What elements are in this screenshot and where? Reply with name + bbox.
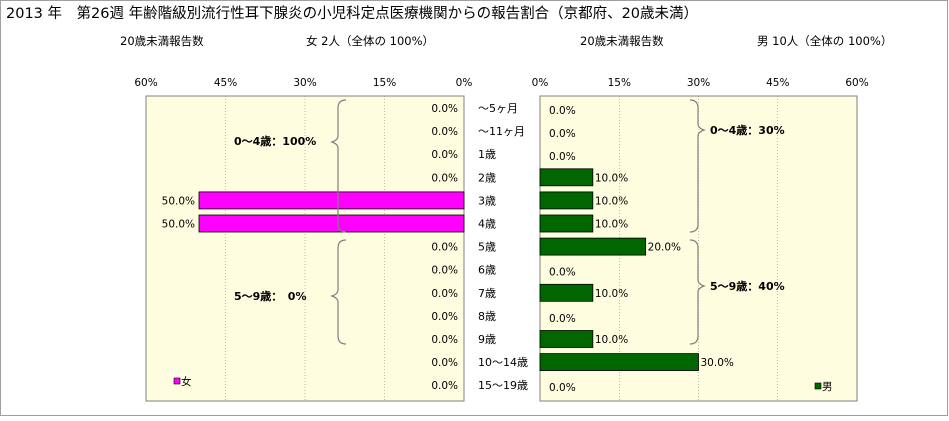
axis-tick-labels: 60% 45% 30% 15% 0% 0% 15% 30% 45% 60% — [134, 77, 868, 89]
male-data-label: 20.0% — [648, 242, 681, 254]
female-bar — [198, 191, 465, 210]
male-data-label: 30.0% — [701, 357, 734, 369]
female-legend-label: 女 — [181, 375, 192, 388]
female-braces — [330, 99, 347, 345]
male-data-label: 0.0% — [549, 382, 576, 394]
female-data-label: 50.0% — [162, 195, 195, 207]
category-labels: ～5ヶ月 ～11ヶ月 1歳 2歳 3歳 4歳 5歳 6歳 7歳 8歳 9歳 10～14歳 15～19歳 — [478, 102, 528, 392]
female-data-label: 0.0% — [431, 380, 458, 392]
category-label: 3歳 — [478, 194, 496, 207]
male-legend-swatch — [814, 382, 822, 390]
left-subtitle-label: 20歳未満報告数 — [120, 34, 204, 48]
male-bar — [539, 237, 647, 256]
male-data-label: 0.0% — [549, 128, 576, 140]
bars — [198, 168, 699, 372]
female-data-label: 0.0% — [431, 103, 458, 115]
female-x-tick-label: 45% — [214, 77, 237, 89]
male-x-tick-label: 30% — [687, 77, 710, 89]
male-data-label: 0.0% — [549, 267, 576, 279]
chart-title: 2013 年 第26週 年齢階級別流行性耳下腺炎の小児科定点医療機関からの報告割… — [6, 4, 698, 22]
female-x-tick-label: 0% — [456, 77, 473, 89]
category-label: ～5ヶ月 — [478, 102, 518, 115]
category-label: ～11ヶ月 — [478, 125, 525, 138]
right-subtitle-count: 男 10人（全体の 100%） — [757, 34, 892, 48]
male-bar — [539, 168, 594, 187]
category-label: 4歳 — [478, 218, 496, 231]
female-data-label: 0.0% — [431, 126, 458, 138]
male-data-label: 0.0% — [549, 151, 576, 163]
female-legend-swatch — [173, 377, 181, 385]
male-brace-0-4 — [689, 99, 706, 233]
male-data-label: 10.0% — [595, 195, 628, 207]
male-bar — [539, 330, 594, 348]
male-data-label: 0.0% — [549, 105, 576, 117]
male-group-5-9-annotation: 5～9歳：40% — [710, 279, 785, 293]
male-bar — [539, 191, 594, 210]
male-legend-label: 男 — [822, 381, 833, 393]
female-data-label: 0.0% — [431, 242, 458, 254]
male-x-tick-label: 45% — [766, 77, 789, 89]
male-x-tick-label: 60% — [845, 77, 868, 89]
category-label: 7歳 — [478, 287, 496, 300]
male-legend: 男 — [814, 381, 833, 393]
male-x-tick-label: 15% — [608, 77, 631, 89]
male-data-label: 10.0% — [595, 219, 628, 231]
male-group-0-4-annotation: 0～4歳：30% — [710, 123, 785, 137]
female-bar — [198, 214, 465, 233]
male-x-tick-label: 0% — [532, 77, 549, 89]
female-group-5-9-annotation: 5～9歳： 0% — [234, 289, 306, 303]
female-data-label: 0.0% — [431, 357, 458, 369]
female-plot-area — [145, 95, 465, 402]
right-subtitle-label: 20歳未満報告数 — [580, 34, 664, 48]
left-subtitle-count: 女 2人（全体の 100%） — [306, 34, 434, 48]
female-data-label: 0.0% — [431, 288, 458, 300]
male-bar — [539, 283, 594, 302]
category-label: 8歳 — [478, 310, 496, 323]
category-label: 9歳 — [478, 333, 496, 346]
category-label: 6歳 — [478, 264, 496, 277]
category-label: 10～14歳 — [478, 356, 528, 369]
category-label: 2歳 — [478, 171, 496, 184]
category-label: 15～19歳 — [478, 379, 528, 392]
male-brace-5-9 — [689, 239, 706, 345]
female-data-label: 0.0% — [431, 334, 458, 346]
male-bar — [539, 214, 594, 233]
male-data-label: 0.0% — [549, 313, 576, 325]
male-data-label: 10.0% — [595, 288, 628, 300]
female-data-label: 0.0% — [431, 172, 458, 184]
category-label: 1歳 — [478, 148, 496, 161]
male-bar — [539, 353, 699, 372]
category-label: 5歳 — [478, 241, 496, 254]
female-group-0-4-annotation: 0～4歳：100% — [234, 134, 316, 148]
female-brace-0-4 — [330, 99, 347, 233]
female-x-tick-label: 15% — [373, 77, 396, 89]
female-legend: 女 — [173, 375, 192, 388]
female-data-label: 0.0% — [431, 265, 458, 277]
female-brace-5-9 — [330, 239, 347, 345]
female-x-tick-label: 30% — [293, 77, 316, 89]
female-data-label: 0.0% — [431, 311, 458, 323]
male-data-label: 10.0% — [595, 172, 628, 184]
male-data-label: 10.0% — [595, 334, 628, 346]
female-x-tick-label: 60% — [134, 77, 157, 89]
female-data-label: 50.0% — [162, 219, 195, 231]
male-braces — [689, 99, 706, 345]
female-data-label: 0.0% — [431, 149, 458, 161]
data-labels: 0.0% 0.0% 0.0% 0.0% 50.0% 50.0% 0.0% 0.0% 0.0% 0.… — [162, 103, 734, 394]
